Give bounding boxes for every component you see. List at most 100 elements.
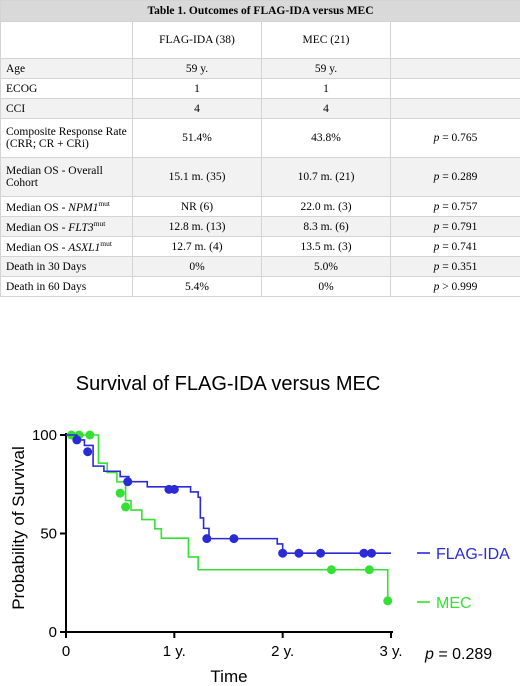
censor-point-flag-ida <box>202 534 212 544</box>
survival-chart: Survival of FLAG-IDA versus MEC Probabil… <box>9 373 510 686</box>
row-label-text: Death in 30 Days <box>6 260 87 273</box>
p-value-text: = 0.741 <box>439 240 478 253</box>
mec-value: 13.5 m. (3) <box>261 236 391 257</box>
legend: FLAG-IDA MEC <box>417 546 510 612</box>
survival-line-flag-ida <box>66 434 391 554</box>
flagida-value: NR (6) <box>132 196 262 217</box>
row-label-gene: ASXL1 <box>68 241 101 254</box>
table-row: CCI 4 4 <box>0 98 520 119</box>
table-row: Death in 30 Days 0% 5.0% p = 0.351 <box>0 256 520 277</box>
row-label-text: Composite Response Rate (CRR; CR + CRi) <box>6 126 127 150</box>
table-row: ECOG 1 1 <box>0 78 520 99</box>
mec-value: 4 <box>261 98 391 119</box>
axes: 0 1 y. 2 y. 3 y. 0 50 100 <box>32 427 403 660</box>
x-tick-label: 3 y. <box>379 643 402 660</box>
censor-point-mec <box>85 430 95 440</box>
p-value: p = 0.741 <box>390 236 520 257</box>
censor-point-mec <box>115 488 125 498</box>
row-label: Median OS - ASXL1mut <box>0 236 133 257</box>
table-row: Median OS - Overall Cohort 15.1 m. (35) 10… <box>0 157 520 197</box>
p-symbol: p <box>433 240 440 253</box>
p-value-text: = 0.351 <box>439 260 478 273</box>
censor-point-flag-ida <box>359 548 369 558</box>
row-label-sup: mut <box>98 199 110 209</box>
p-value: p = 0.757 <box>390 196 520 217</box>
censor-point-flag-ida <box>123 477 133 487</box>
censor-point-flag-ida <box>316 548 326 558</box>
flagida-value: 12.8 m. (13) <box>132 216 262 237</box>
outcomes-table: Table 1. Outcomes of FLAG-IDA versus MEC… <box>0 0 520 297</box>
row-label-text: Median OS - Overall Cohort <box>6 165 103 189</box>
row-label: Composite Response Rate (CRR; CR + CRi) <box>0 118 133 158</box>
flagida-value: 15.1 m. (35) <box>132 157 262 197</box>
row-label-text: Age <box>6 62 26 75</box>
row-label: Age <box>0 58 133 79</box>
x-tick-label: 0 <box>62 643 70 660</box>
table-row: Death in 60 Days 5.4% 0% p > 0.999 <box>0 276 520 297</box>
p-value <box>390 78 520 99</box>
row-label-sup: mut <box>100 239 112 249</box>
flagida-value: 51.4% <box>132 118 262 158</box>
table-row: Median OS - ASXL1mut 12.7 m. (4) 13.5 m. (… <box>0 236 520 257</box>
y-tick-label: 0 <box>49 624 57 641</box>
row-label: Median OS - FLT3mut <box>0 216 133 237</box>
mec-value: 22.0 m. (3) <box>261 196 391 217</box>
row-label-sup: mut <box>93 219 106 229</box>
row-label-text: CCI <box>6 102 26 115</box>
p-value-text: = 0.289 <box>439 171 478 183</box>
row-label-gene: FLT3 <box>68 221 94 234</box>
survival-line-mec <box>66 434 389 601</box>
p-symbol: p <box>433 220 440 233</box>
row-label-text: ECOG <box>6 82 38 95</box>
flagida-value: 0% <box>132 256 262 277</box>
p-value: p = 0.791 <box>390 216 520 237</box>
flagida-value: 1 <box>132 78 262 99</box>
row-label-text: Death in 60 Days <box>6 280 87 293</box>
censor-point-flag-ida <box>83 447 93 457</box>
table-row: Composite Response Rate (CRR; CR + CRi) 5… <box>0 118 520 158</box>
p-value-text: > 0.999 <box>439 280 478 293</box>
table-row: Median OS - NPM1mut NR (6) 22.0 m. (3) p = … <box>0 196 520 217</box>
row-label-text: Median OS - <box>6 241 69 254</box>
mec-value: 1 <box>261 78 391 99</box>
p-symbol: p <box>433 260 440 273</box>
flagida-value: 4 <box>132 98 262 119</box>
row-label: ECOG <box>0 78 133 99</box>
mec-value: 0% <box>261 276 391 297</box>
p-symbol: p <box>433 171 440 183</box>
censor-point-flag-ida <box>72 435 82 445</box>
row-label: CCI <box>0 98 133 119</box>
row-label-text: Median OS - <box>6 221 69 234</box>
flagida-value: 12.7 m. (4) <box>132 236 262 257</box>
mec-value: 5.0% <box>261 256 391 277</box>
table-header-flagida: FLAG-IDA (38) <box>132 21 262 59</box>
row-label: Death in 30 Days <box>0 256 133 277</box>
censor-point-flag-ida <box>294 548 304 558</box>
row-label: Median OS - Overall Cohort <box>0 157 133 197</box>
p-value-text: = 0.791 <box>439 220 478 233</box>
p-value <box>390 58 520 79</box>
y-tick-label: 50 <box>40 526 57 543</box>
flagida-value: 5.4% <box>132 276 262 297</box>
row-label-text: Median OS - <box>6 201 69 214</box>
p-value <box>390 98 520 119</box>
legend-label: FLAG-IDA <box>436 546 510 563</box>
mec-value: 43.8% <box>261 118 391 158</box>
table-row: Age 59 y. 59 y. <box>0 58 520 79</box>
x-tick-label: 1 y. <box>163 643 186 660</box>
censor-point-mec <box>121 502 131 512</box>
p-value: p = 0.351 <box>390 256 520 277</box>
p-value: p = 0.765 <box>390 118 520 158</box>
table-header-cell <box>390 21 520 59</box>
legend-label: MEC <box>436 595 472 612</box>
censor-point-flag-ida <box>169 484 179 494</box>
table-header-cell <box>0 21 133 59</box>
censor-point-flag-ida <box>229 534 239 544</box>
chart-title: Survival of FLAG-IDA versus MEC <box>76 373 381 395</box>
y-tick-label: 100 <box>32 427 57 444</box>
p-value: p = 0.289 <box>390 157 520 197</box>
p-value: p > 0.999 <box>390 276 520 297</box>
series-group <box>66 430 393 606</box>
p-value-text: = 0.765 <box>439 132 478 144</box>
row-label: Median OS - NPM1mut <box>0 196 133 217</box>
